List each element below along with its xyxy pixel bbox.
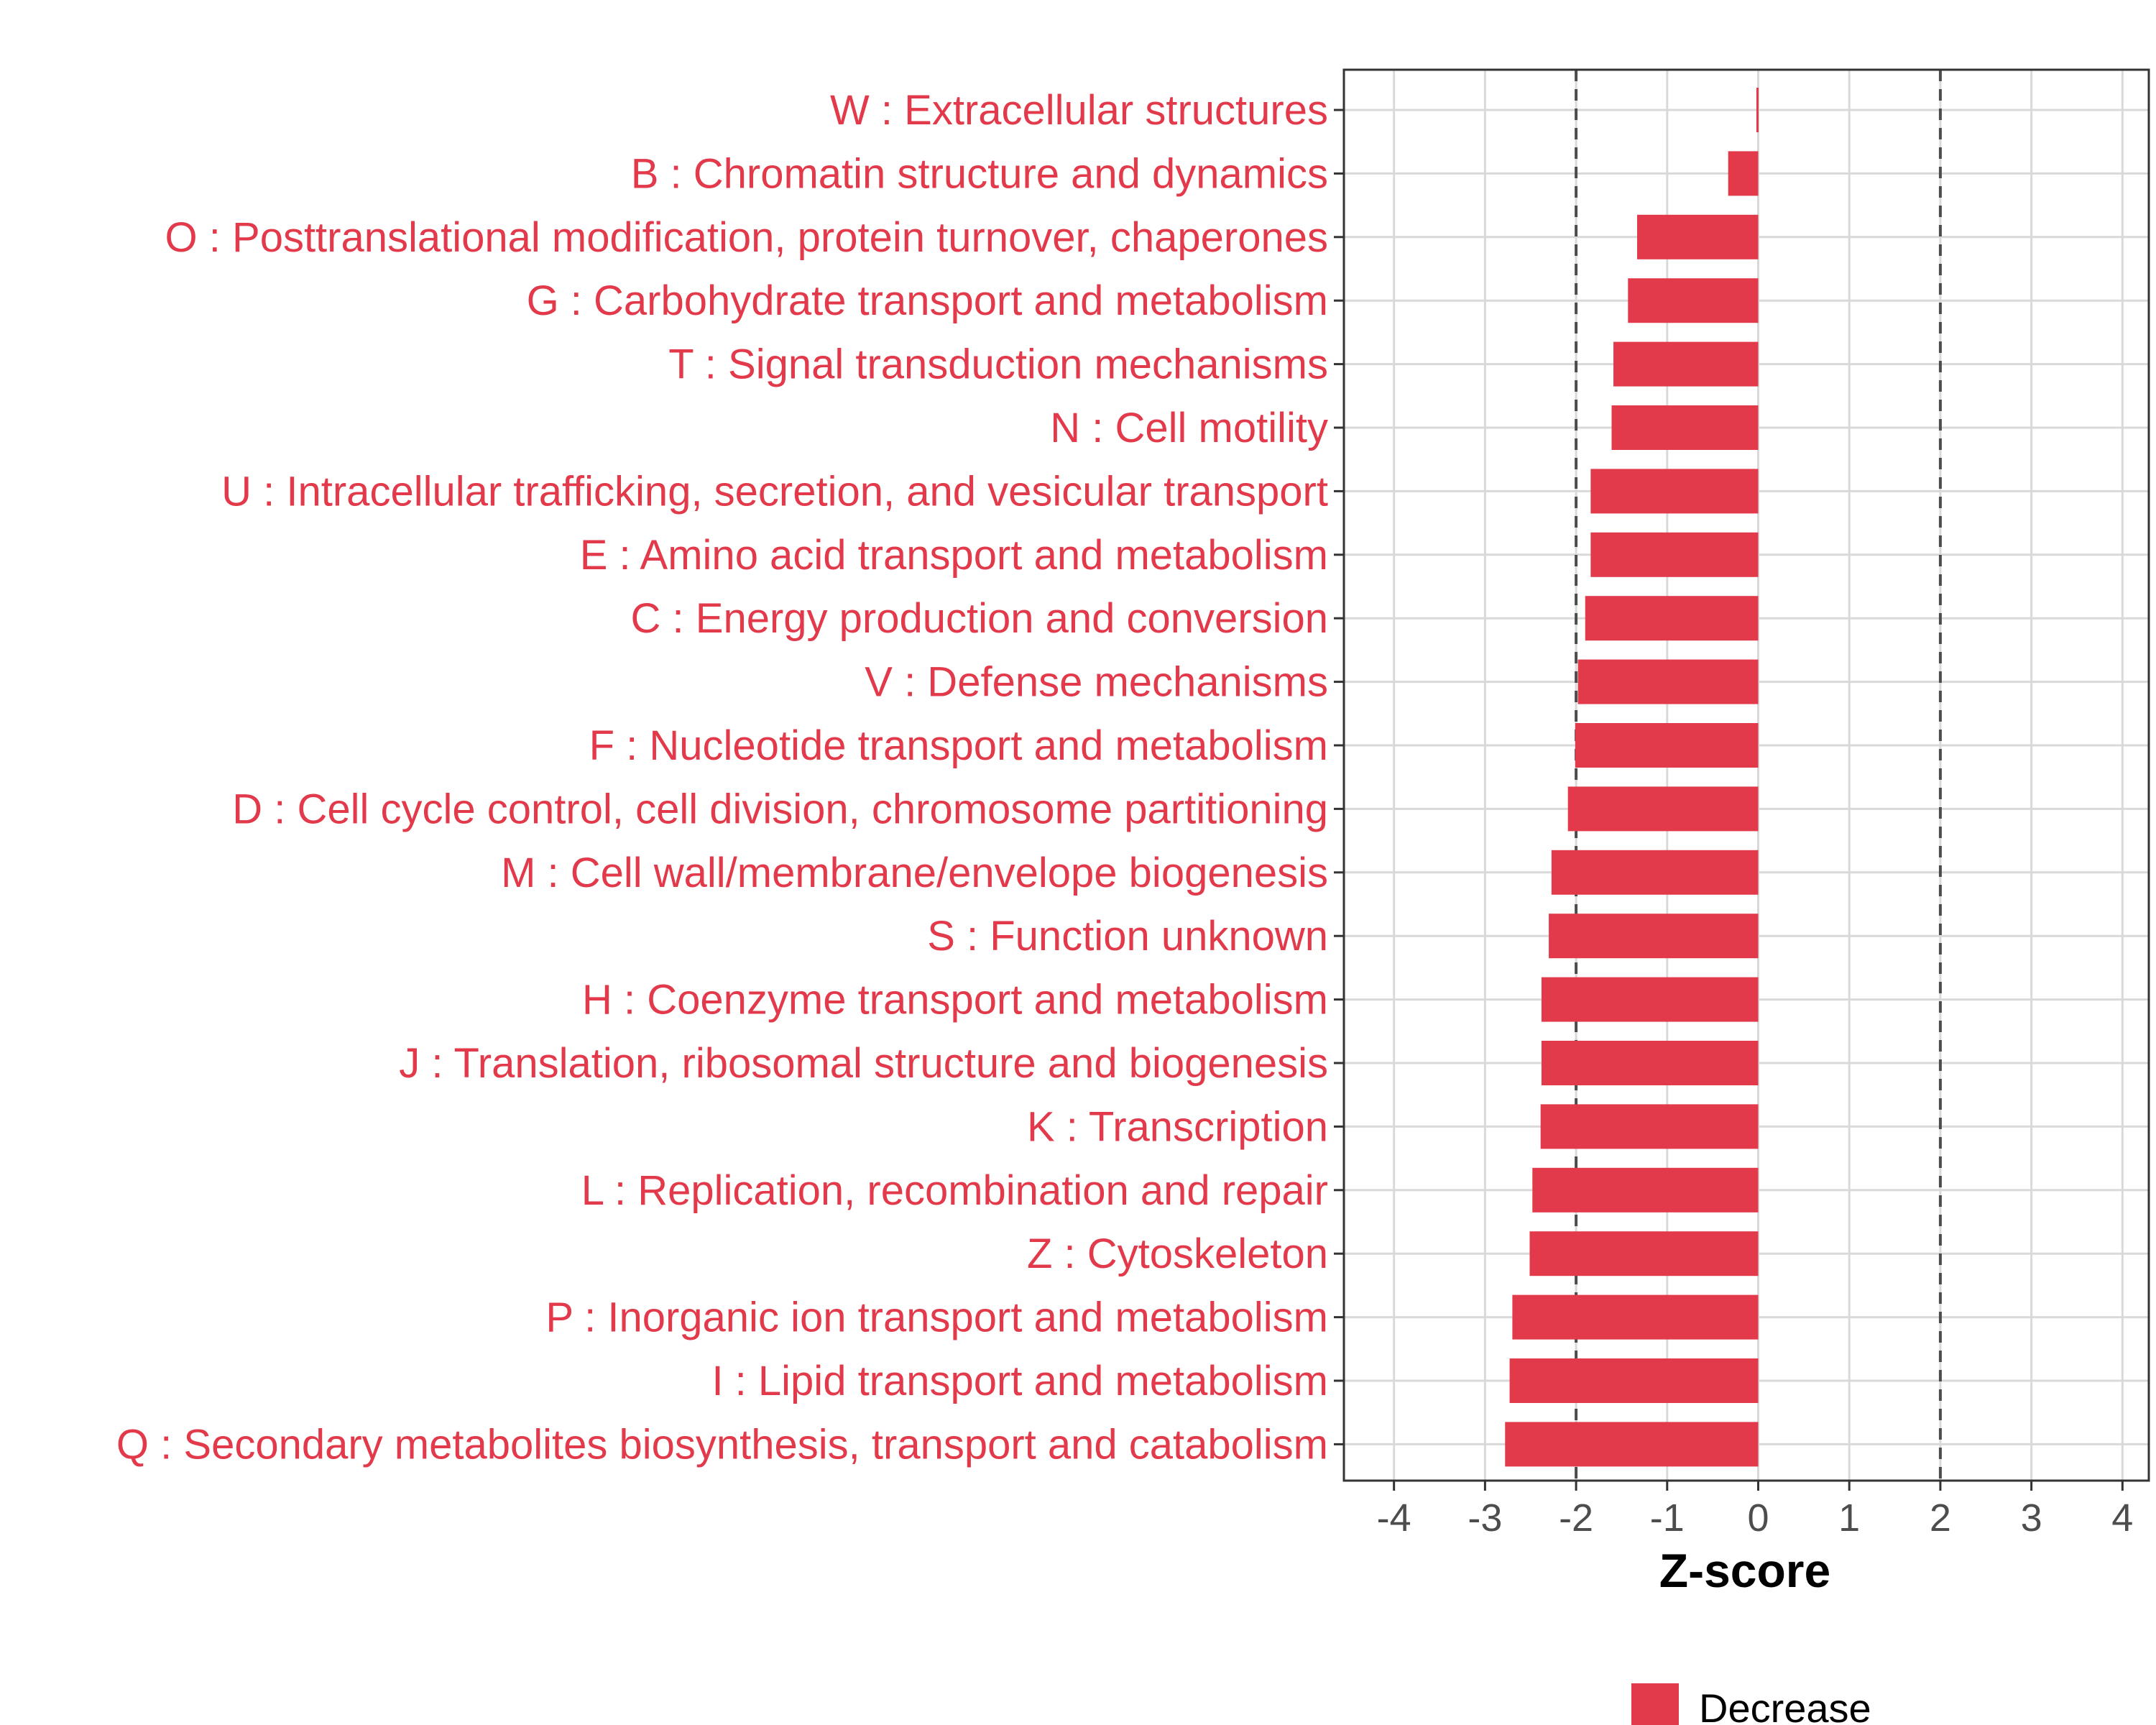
bar (1590, 469, 1759, 514)
bar (1613, 341, 1759, 387)
category-label: F : Nucleotide transport and metabolism (589, 722, 1328, 769)
category-label: I : Lipid transport and metabolism (711, 1358, 1328, 1404)
x-tick-label: -1 (1650, 1496, 1685, 1540)
category-label: H : Coenzyme transport and metabolism (582, 977, 1328, 1024)
bar (1541, 977, 1759, 1022)
bar (1575, 723, 1759, 768)
category-label: E : Amino acid transport and metabolism (580, 532, 1328, 579)
category-label: N : Cell motility (1050, 405, 1328, 451)
x-tick-label: 0 (1747, 1496, 1769, 1540)
plot-panel-border (1342, 68, 2150, 1482)
category-label: V : Defense mechanisms (865, 659, 1328, 706)
bar (1540, 1104, 1759, 1149)
x-tick-label: -2 (1559, 1496, 1593, 1540)
x-tick-label: -3 (1468, 1496, 1502, 1540)
bar (1585, 596, 1759, 641)
category-label: J : Translation, ribosomal structure and… (399, 1040, 1328, 1087)
bar (1567, 786, 1759, 832)
bar (1590, 532, 1759, 577)
legend: Decrease (1631, 1683, 1871, 1725)
legend-swatch-decrease (1631, 1683, 1679, 1725)
category-label: W : Extracellular structures (830, 87, 1328, 134)
bar (1611, 405, 1759, 450)
bar (1728, 151, 1759, 196)
x-tick-label: 4 (2111, 1496, 2133, 1540)
bar (1577, 659, 1759, 704)
bar (1509, 1358, 1759, 1403)
x-tick-label: 2 (1930, 1496, 1951, 1540)
x-axis-ticks: -4 -3 -2 -1 0 1 2 3 4 (1377, 1481, 2133, 1540)
category-label: U : Intracellular trafficking, secretion… (221, 468, 1328, 515)
category-label: Z : Cytoskeleton (1027, 1230, 1328, 1277)
bar (1529, 1231, 1759, 1276)
category-label: Q : Secondary metabolites biosynthesis, … (116, 1421, 1328, 1468)
category-label: C : Energy production and conversion (631, 595, 1328, 642)
bar (1549, 914, 1759, 959)
category-label: P : Inorganic ion transport and metaboli… (545, 1294, 1328, 1341)
bar (1541, 1041, 1759, 1085)
category-label: K : Transcription (1027, 1103, 1328, 1150)
bars (1505, 88, 1759, 1467)
category-label: O : Posttranslational modification, prot… (165, 214, 1328, 261)
category-label: M : Cell wall/membrane/envelope biogenes… (501, 850, 1328, 896)
category-label: D : Cell cycle control, cell division, c… (232, 786, 1328, 832)
category-label: S : Function unknown (927, 913, 1328, 960)
bar (1551, 850, 1759, 895)
category-labels: W : Extracellular structures B : Chromati… (116, 87, 1328, 1468)
bar (1505, 1422, 1759, 1467)
legend-label-decrease: Decrease (1699, 1685, 1871, 1725)
x-axis-title: Z-score (1659, 1544, 1830, 1597)
x-tick-label: -4 (1377, 1496, 1411, 1540)
bar (1512, 1294, 1759, 1340)
category-label: T : Signal transduction mechanisms (668, 341, 1328, 388)
bar (1532, 1167, 1759, 1213)
x-tick-label: 3 (2021, 1496, 2042, 1540)
category-label: B : Chromatin structure and dynamics (631, 150, 1328, 197)
category-label: L : Replication, recombination and repai… (581, 1167, 1328, 1214)
y-axis-ticks (1334, 109, 1344, 1445)
bar (1628, 278, 1759, 323)
category-label: G : Carbohydrate transport and metabolis… (527, 277, 1328, 324)
bar (1756, 88, 1759, 132)
bar (1636, 214, 1759, 259)
x-tick-label: 1 (1838, 1496, 1860, 1540)
